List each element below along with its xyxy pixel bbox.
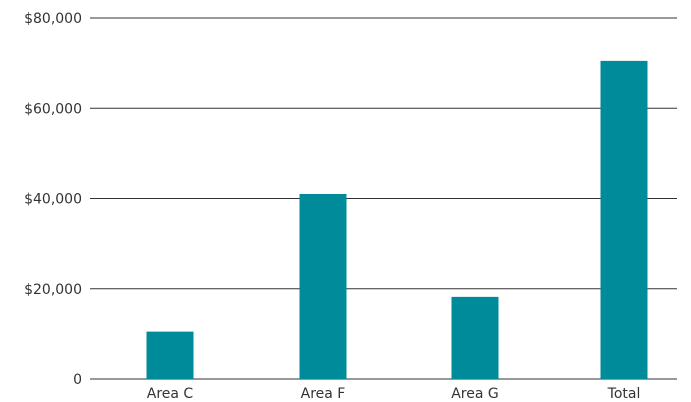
bars (146, 60, 648, 380)
y-axis-tick-labels: 0 $20,000 $40,000 $60,000 $80,000 (24, 11, 82, 388)
y-tick-label: $40,000 (24, 192, 82, 208)
x-category-label: Area C (147, 386, 194, 402)
x-axis-category-labels: Area C Area F Area G Total (147, 386, 641, 402)
gridlines (90, 17, 677, 380)
x-category-label: Area G (451, 386, 499, 402)
bar-area-g (451, 296, 499, 379)
y-tick-label: $80,000 (24, 11, 82, 27)
bar-total (600, 60, 648, 380)
y-tick-label: 0 (73, 372, 82, 388)
bar-area-f (299, 193, 347, 379)
y-tick-label: $20,000 (24, 282, 82, 298)
bar-area-c (146, 331, 194, 379)
y-tick-label: $60,000 (24, 101, 82, 117)
x-category-label: Total (607, 386, 641, 402)
x-category-label: Area F (301, 386, 346, 402)
